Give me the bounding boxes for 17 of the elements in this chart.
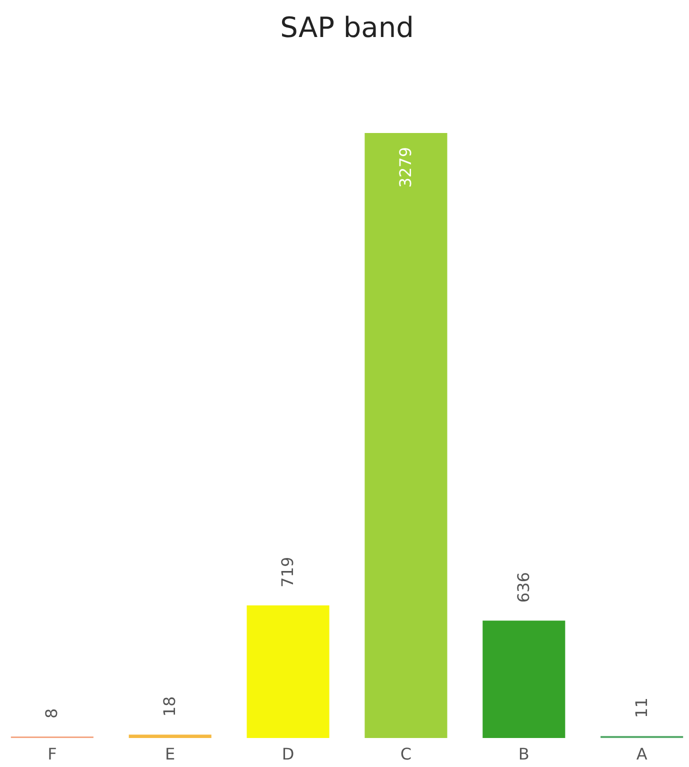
data-label: 18	[160, 696, 180, 717]
x-tick-label: C	[400, 744, 412, 764]
bar	[364, 133, 448, 738]
x-tick-label: B	[518, 744, 530, 764]
data-label: 719	[278, 556, 298, 588]
x-tick-label: E	[165, 744, 176, 764]
bar	[246, 605, 330, 738]
bar	[128, 734, 212, 738]
chart-title: SAP band	[280, 11, 414, 44]
x-tick-label: D	[282, 744, 294, 764]
bar	[482, 620, 566, 738]
data-label: 636	[514, 572, 533, 603]
x-tick-label: F	[48, 744, 57, 764]
data-label: 11	[632, 698, 651, 718]
x-tick-label: A	[636, 744, 648, 764]
data-label: 8	[42, 708, 62, 719]
data-label: 3279	[396, 147, 415, 188]
